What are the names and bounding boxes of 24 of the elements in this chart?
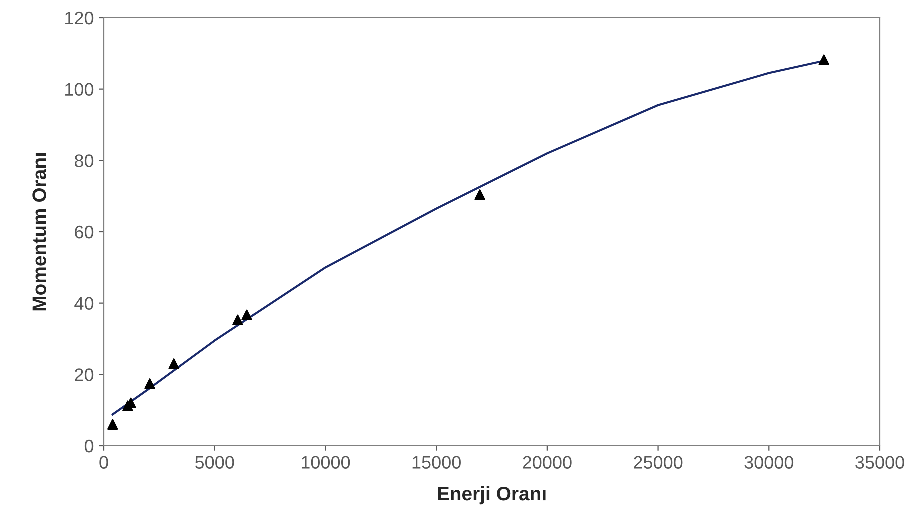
x-tick-label: 10000 [302,456,350,469]
y-tick-label: 0 [84,440,94,453]
x-tick-label: 15000 [412,456,461,469]
y-tick-label: 60 [75,226,94,239]
x-tick-label: 0 [100,456,108,469]
y-tick-label: 100 [66,83,94,96]
y-tick-label: 120 [66,12,94,25]
point [242,310,252,320]
x-tick-label: 20000 [523,456,572,469]
x-tick-label: 30000 [744,456,794,469]
y-tick-label: 20 [75,368,94,382]
y-tick-label: 40 [74,297,94,310]
point [818,54,830,66]
point [474,190,486,200]
point [232,314,244,326]
x-tick-label: 35000 [856,456,904,469]
x-tick-label: 5000 [196,456,234,469]
x-tick-label: 25000 [634,456,683,469]
point [144,378,156,390]
x-axis-title: Enerji Oranı [438,486,546,505]
point [108,419,118,430]
y-axis-title: Momentum Oranı [32,153,46,311]
point [168,358,180,370]
y-tick-label: 80 [74,154,94,168]
